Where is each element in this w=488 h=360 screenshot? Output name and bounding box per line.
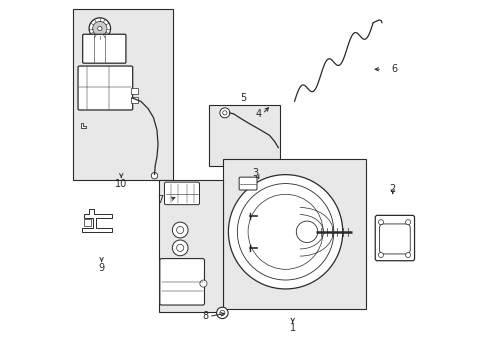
Text: 4: 4: [255, 109, 261, 119]
Text: 6: 6: [390, 64, 396, 74]
Circle shape: [220, 108, 229, 118]
Text: 8: 8: [202, 311, 208, 321]
Polygon shape: [82, 208, 112, 232]
Text: 10: 10: [115, 179, 127, 189]
Bar: [223, 158, 365, 309]
Circle shape: [93, 21, 107, 36]
Circle shape: [89, 18, 110, 39]
Circle shape: [200, 280, 206, 287]
Bar: [131, 88, 138, 94]
Circle shape: [405, 252, 410, 257]
FancyBboxPatch shape: [160, 258, 204, 305]
Text: 7: 7: [157, 195, 163, 204]
Circle shape: [296, 221, 317, 243]
Circle shape: [378, 252, 383, 257]
FancyBboxPatch shape: [164, 182, 199, 204]
FancyBboxPatch shape: [374, 215, 414, 261]
FancyBboxPatch shape: [82, 34, 125, 63]
Circle shape: [405, 220, 410, 225]
Circle shape: [151, 172, 157, 179]
Bar: [208, 105, 280, 166]
Circle shape: [247, 194, 323, 269]
FancyBboxPatch shape: [78, 66, 132, 110]
Circle shape: [228, 175, 342, 289]
Bar: [159, 180, 223, 312]
Circle shape: [378, 220, 383, 225]
Bar: [84, 219, 91, 226]
Bar: [131, 97, 138, 103]
Circle shape: [176, 226, 183, 234]
Circle shape: [176, 244, 183, 251]
Circle shape: [172, 240, 188, 256]
FancyBboxPatch shape: [379, 224, 409, 254]
Circle shape: [98, 26, 102, 31]
Text: 5: 5: [240, 93, 246, 103]
Text: 1: 1: [289, 323, 295, 333]
Circle shape: [220, 310, 224, 315]
Circle shape: [216, 307, 227, 319]
Circle shape: [222, 111, 226, 115]
Bar: [73, 9, 173, 180]
Text: 9: 9: [99, 262, 104, 273]
FancyBboxPatch shape: [239, 177, 257, 190]
Text: 2: 2: [389, 184, 395, 194]
Polygon shape: [81, 123, 85, 128]
Circle shape: [237, 184, 333, 280]
Text: 3: 3: [252, 168, 258, 178]
Circle shape: [172, 222, 188, 238]
